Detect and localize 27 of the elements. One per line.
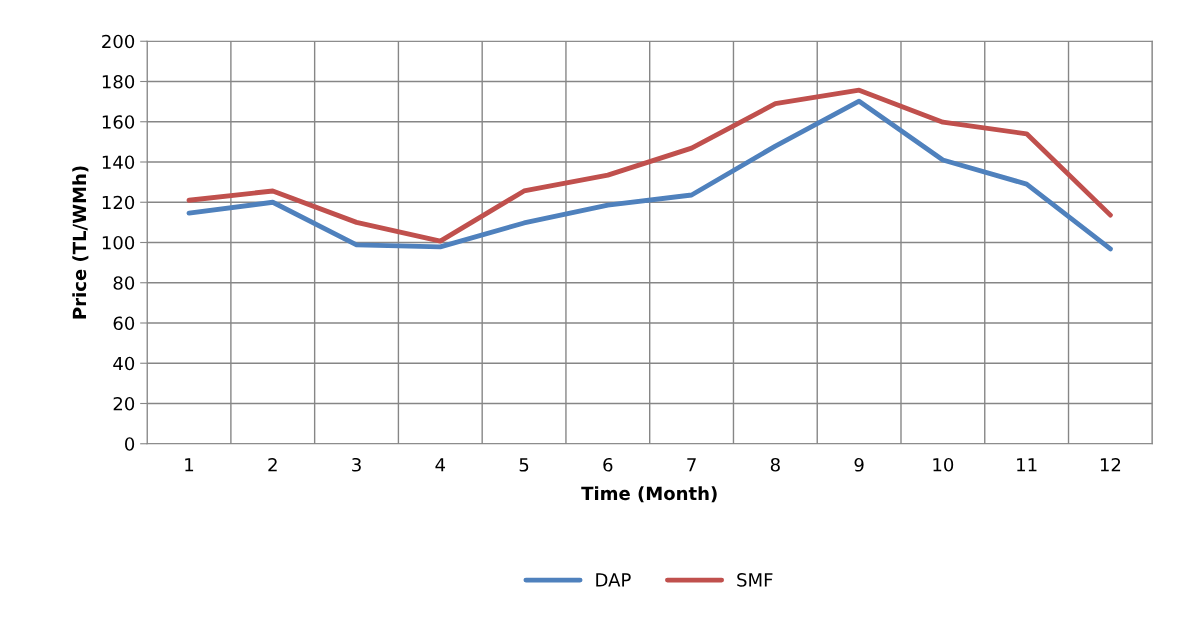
x-tick-label: 4 — [435, 458, 446, 472]
y-tick-label: 100 — [102, 235, 135, 250]
y-tick-label: 20 — [113, 396, 135, 411]
y-tick-label: 60 — [113, 316, 135, 331]
y-tick-label: 80 — [113, 276, 135, 290]
x-tick-label: 5 — [519, 458, 529, 472]
x-tick-label: 9 — [854, 457, 864, 472]
y-tick-label: 120 — [102, 195, 135, 210]
x-tick-label: 1 — [185, 458, 194, 472]
x-tick-label: 7 — [687, 458, 696, 472]
legend-label: SMF — [737, 573, 773, 587]
y-tick-label: 40 — [113, 356, 135, 371]
x-tick-label: 11 — [1017, 458, 1037, 472]
x-tick-label: 3 — [352, 457, 361, 472]
y-axis-title: Price (TL/WMh) — [72, 166, 89, 319]
x-tick-label: 12 — [1100, 457, 1121, 472]
x-tick-label: 10 — [933, 457, 954, 472]
y-tick-label: 140 — [102, 155, 135, 170]
y-tick-label: 0 — [125, 437, 135, 451]
x-tick-label: 8 — [770, 457, 780, 472]
legend-label: DAP — [596, 573, 631, 587]
x-tick-label: 6 — [603, 457, 613, 472]
y-tick-label: 160 — [102, 115, 135, 129]
y-tick-label: 180 — [102, 74, 135, 89]
x-tick-label: 2 — [268, 457, 277, 472]
y-tick-label: 200 — [102, 34, 135, 49]
x-axis-title: Time (Month) — [581, 486, 717, 503]
